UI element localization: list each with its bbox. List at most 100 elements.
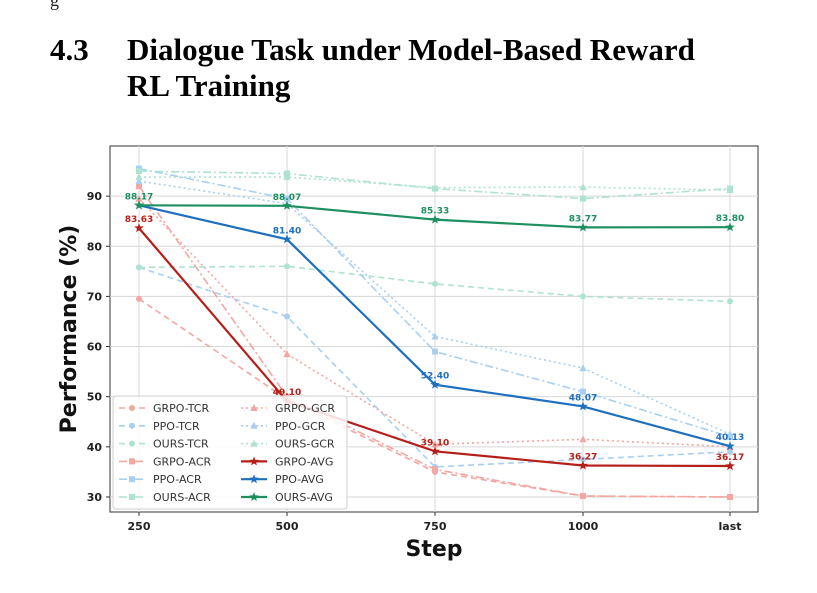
- data-point: [580, 388, 586, 395]
- data-label: 88.07: [273, 193, 301, 203]
- legend-entry: GRPO-TCR: [119, 402, 209, 415]
- legend-swatch-marker: [129, 422, 135, 429]
- legend-swatch-marker: [129, 494, 135, 500]
- data-point: [579, 183, 587, 191]
- data-point: [283, 173, 291, 181]
- legend-label: PPO-GCR: [275, 420, 326, 433]
- legend-swatch-marker: [250, 404, 258, 411]
- previous-text-fragment: g: [50, 0, 59, 10]
- x-tick-label: last: [719, 520, 742, 533]
- data-point: [725, 222, 735, 232]
- data-point: [432, 348, 438, 355]
- series-line: [138, 198, 731, 448]
- data-label: 85.33: [421, 207, 449, 217]
- x-tick-label: 750: [424, 520, 447, 533]
- series-line: [138, 265, 731, 303]
- data-point: [579, 364, 587, 372]
- data-point: [430, 379, 440, 389]
- legend-label: PPO-AVG: [275, 473, 324, 486]
- x-tick-label: 250: [128, 520, 151, 533]
- x-tick-label: 500: [276, 520, 299, 533]
- legend-swatch-marker: [249, 492, 259, 501]
- legend-entry: OURS-GCR: [241, 438, 335, 451]
- data-label: 88.17: [125, 192, 153, 202]
- data-point: [136, 183, 142, 190]
- legend-entry: OURS-ACR: [119, 491, 211, 504]
- y-tick-label: 90: [87, 190, 103, 203]
- data-label: 49.10: [273, 388, 301, 398]
- legend-label: OURS-GCR: [275, 438, 335, 451]
- data-point: [135, 194, 143, 202]
- data-point: [431, 332, 439, 340]
- series-ours-tcr: [136, 263, 733, 305]
- data-point: [580, 293, 586, 300]
- data-point: [282, 200, 292, 210]
- legend-entry: PPO-AVG: [241, 473, 324, 486]
- legend-label: PPO-ACR: [153, 473, 202, 486]
- tick-layer: 30 40 50 60 70 80 90 250 500 750 1000 last: [87, 190, 742, 533]
- x-tick-label: 1000: [568, 520, 599, 533]
- legend-entry: PPO-TCR: [119, 420, 200, 433]
- legend-swatch-marker: [129, 476, 135, 483]
- legend-entry: GRPO-AVG: [241, 455, 333, 468]
- legend-label: GRPO-GCR: [275, 402, 335, 415]
- legend-swatch-marker: [249, 474, 259, 484]
- data-point: [727, 448, 733, 455]
- data-point: [431, 183, 439, 191]
- legend-label: OURS-TCR: [153, 438, 209, 451]
- y-tick-label: 80: [87, 240, 103, 253]
- y-tick-label: 30: [87, 491, 103, 504]
- legend-swatch-marker: [249, 456, 259, 466]
- section-title-line-2: RL Training: [127, 68, 291, 103]
- legend-entry: OURS-TCR: [119, 438, 209, 451]
- legend-label: GRPO-TCR: [153, 402, 209, 415]
- legend-entry: PPO-ACR: [119, 473, 202, 486]
- data-point: [725, 441, 735, 451]
- legend-label: GRPO-ACR: [153, 455, 212, 468]
- data-label-layer: 83.63 49.10 39.10 36.27 36.17 81.40 52.40 48.07…: [125, 192, 744, 463]
- data-point: [136, 295, 142, 302]
- data-point: [580, 492, 586, 499]
- data-point: [579, 435, 587, 443]
- data-point: [135, 177, 143, 185]
- data-point: [136, 168, 142, 175]
- data-point: [726, 430, 734, 438]
- data-point: [430, 214, 440, 224]
- data-point: [727, 493, 733, 500]
- legend-swatch-marker: [250, 421, 258, 429]
- section-title-line-1: Dialogue Task under Model-Based Reward: [127, 32, 695, 67]
- legend-label: PPO-TCR: [153, 420, 200, 433]
- x-axis-label: Step: [405, 537, 462, 562]
- legend-swatch-marker: [129, 458, 135, 465]
- data-label: 83.77: [569, 214, 597, 224]
- data-point: [580, 195, 586, 202]
- series-ours-avg: [134, 200, 735, 232]
- data-label: 48.07: [569, 393, 597, 403]
- data-label: 36.17: [716, 453, 744, 463]
- data-point: [283, 350, 291, 358]
- legend-entry: OURS-AVG: [241, 491, 333, 504]
- data-point: [430, 446, 440, 456]
- data-label: 81.40: [273, 226, 301, 236]
- legend-swatch-marker: [129, 440, 135, 447]
- legend-entry: PPO-GCR: [241, 420, 326, 433]
- y-tick-label: 40: [87, 441, 103, 454]
- legend-label: GRPO-AVG: [275, 455, 333, 468]
- y-tick-label: 70: [87, 290, 103, 303]
- series-ours-gcr: [135, 173, 734, 194]
- data-label: 83.63: [125, 215, 153, 225]
- legend-entry: GRPO-ACR: [119, 455, 212, 468]
- data-point: [578, 401, 588, 411]
- legend: GRPO-TCR PPO-TCR OURS-TCR GRPO-ACR PPO-ACR OU…: [112, 395, 348, 510]
- data-label: 83.80: [716, 214, 744, 224]
- y-tick-label: 60: [87, 341, 103, 354]
- data-point: [431, 440, 439, 448]
- series-layer: [134, 165, 735, 500]
- data-point: [726, 186, 734, 194]
- data-point: [580, 456, 586, 463]
- data-point: [725, 461, 735, 471]
- legend-box: [112, 395, 348, 510]
- data-point: [432, 280, 438, 287]
- section-title: Dialogue Task under Model-Based Reward R…: [127, 32, 817, 104]
- data-point: [136, 264, 142, 271]
